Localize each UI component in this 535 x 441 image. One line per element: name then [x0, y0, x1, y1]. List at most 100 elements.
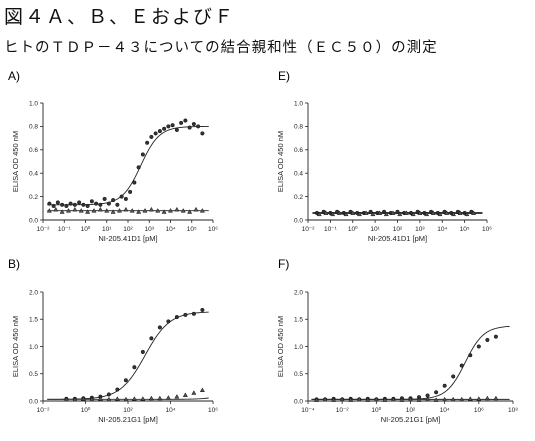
data-point	[468, 397, 472, 401]
y-tick-label: 0.8	[294, 124, 303, 131]
data-point	[179, 121, 183, 125]
panel-label: E)	[278, 69, 290, 83]
x-axis-label: NI-205.41D1 [pM]	[368, 234, 427, 243]
data-point	[175, 395, 179, 399]
x-tick-label: 10⁰	[348, 225, 358, 233]
data-point	[145, 141, 149, 145]
x-tick-label: 10²	[123, 226, 133, 233]
data-point	[382, 210, 386, 214]
data-point	[175, 315, 179, 319]
data-point	[460, 364, 464, 368]
x-tick-label: 10⁵	[187, 226, 197, 233]
data-point	[196, 125, 200, 129]
data-point	[124, 207, 128, 211]
data-point	[133, 181, 137, 185]
data-point	[98, 207, 102, 211]
x-tick-label: 10⁻²	[302, 226, 316, 233]
chart-panel-3: B)0.00.51.01.52.010⁻²10⁰10²10⁴10⁶NI-205.…	[8, 257, 218, 424]
data-point	[132, 397, 136, 401]
x-tick-label: 10⁻²	[336, 407, 350, 414]
data-point	[115, 397, 119, 401]
data-point	[149, 207, 153, 211]
data-point	[56, 201, 60, 205]
data-point	[141, 397, 145, 401]
y-tick-label: 0.2	[29, 194, 38, 201]
data-point	[124, 378, 128, 382]
y-tick-label: 2.0	[29, 289, 38, 296]
data-point	[77, 201, 81, 205]
y-tick-label: 0.8	[29, 124, 38, 131]
x-tick-label: 10³	[145, 226, 155, 233]
data-point	[52, 204, 56, 208]
data-point	[82, 203, 86, 207]
y-axis-label: ELISA OD 450 nM	[11, 316, 20, 377]
y-tick-label: 2.0	[294, 289, 303, 296]
y-axis-label: ELISA OD 450 nM	[276, 316, 285, 377]
data-point	[167, 125, 171, 129]
x-tick-label: 10⁶	[208, 407, 218, 414]
fit-curve	[47, 312, 209, 399]
data-point	[194, 207, 198, 211]
panel-label: F)	[278, 257, 289, 271]
data-point	[468, 353, 472, 357]
data-point	[94, 202, 98, 206]
x-tick-label: 10²	[123, 407, 133, 414]
x-tick-label: 10⁶	[482, 226, 492, 233]
data-point	[73, 207, 77, 211]
data-point	[48, 202, 52, 206]
x-tick-label: 10⁰	[371, 406, 381, 414]
y-tick-label: 0.4	[294, 171, 303, 178]
chart-panel-1: A)0.00.20.40.60.81.010⁻²10⁻¹10⁰10¹10²10³…	[8, 69, 218, 243]
y-tick-label: 0.0	[29, 398, 38, 405]
fit-curve	[47, 126, 209, 204]
x-tick-label: 10⁻¹	[324, 226, 338, 233]
y-tick-label: 0.2	[294, 194, 303, 201]
y-tick-label: 0.5	[294, 371, 303, 378]
x-tick-label: 10¹	[102, 226, 112, 233]
data-point	[171, 123, 175, 127]
y-tick-label: 0.4	[29, 171, 38, 178]
y-tick-label: 1.0	[29, 100, 38, 107]
x-tick-label: 10⁵	[460, 226, 470, 233]
data-point	[111, 198, 115, 202]
x-tick-label: 10⁰	[81, 406, 91, 414]
data-point	[86, 204, 90, 208]
data-point	[494, 396, 498, 400]
data-point	[141, 350, 145, 354]
y-tick-label: 1.5	[294, 317, 303, 324]
data-point	[150, 337, 154, 341]
x-tick-label: 10⁻⁴	[301, 407, 315, 414]
data-point	[141, 153, 145, 157]
data-point	[443, 384, 447, 388]
data-point	[184, 119, 188, 123]
data-point	[494, 335, 498, 339]
y-tick-label: 0.6	[29, 147, 38, 154]
x-tick-label: 10³	[415, 226, 425, 233]
data-point	[188, 126, 192, 130]
data-point	[60, 203, 64, 207]
x-tick-label: 10⁸	[508, 407, 518, 414]
x-tick-label: 10⁶	[208, 226, 218, 233]
data-point	[54, 207, 58, 211]
data-point	[477, 345, 481, 349]
x-axis-label: NI-205.21G1 [pM]	[381, 415, 441, 424]
data-point	[485, 396, 489, 400]
x-tick-label: 10²	[406, 407, 416, 414]
data-point	[162, 127, 166, 131]
data-point	[184, 313, 188, 317]
data-point	[192, 391, 196, 395]
panel-label: A)	[8, 69, 20, 83]
data-point	[192, 312, 196, 316]
data-point	[434, 390, 438, 394]
data-point	[73, 203, 77, 207]
data-point	[167, 320, 171, 324]
data-point	[486, 338, 490, 342]
data-point	[200, 388, 204, 392]
y-tick-label: 0.6	[294, 147, 303, 154]
x-tick-label: 10⁻²	[37, 407, 51, 414]
data-point	[149, 396, 153, 400]
x-tick-label: 10⁻¹	[58, 226, 72, 233]
data-point	[451, 375, 455, 379]
data-point	[116, 388, 120, 392]
